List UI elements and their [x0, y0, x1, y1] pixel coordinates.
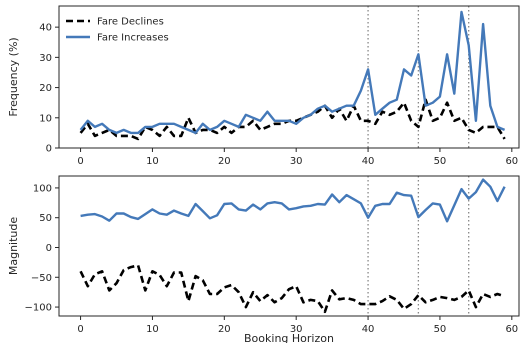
panel-top: 0 10 20 30 40 50 60 0 10 20 30 40 Frequency (%) Fare …: [7, 5, 520, 167]
x-tick-label: 60: [505, 156, 518, 167]
y-tick-label: 100: [33, 183, 52, 194]
x-tick-label: 30: [290, 156, 303, 167]
x-tick-label: 40: [362, 156, 375, 167]
y-tick-label: 30: [39, 53, 52, 64]
x-tick-label: 40: [362, 324, 375, 335]
y-tick-label: −100: [25, 303, 52, 314]
y-axis-label: Frequency (%): [7, 37, 20, 116]
x-tick-label: 50: [434, 324, 447, 335]
legend-label: Fare Declines: [97, 17, 164, 28]
y-axis-label: Magnitude: [7, 217, 20, 276]
series-line-fare-declines: [79, 98, 506, 141]
x-tick-label: 0: [77, 156, 83, 167]
x-tick-label: 30: [290, 324, 303, 335]
y-tick-label: 50: [39, 213, 52, 224]
y-tick-label: 10: [39, 113, 52, 124]
series-line-black-dashed: [79, 264, 505, 314]
y-tick-label: −50: [31, 273, 52, 284]
x-tick-label: 10: [146, 324, 159, 335]
x-tick-label: 0: [77, 324, 83, 335]
series-line-fare-increases: [79, 10, 506, 135]
x-tick-label: 20: [218, 324, 231, 335]
y-tick-label: 40: [39, 23, 52, 34]
y-tick-label: 0: [46, 243, 52, 254]
plot-frame: [58, 175, 520, 317]
legend-label: Fare Increases: [97, 33, 169, 44]
x-tick-label: 50: [434, 156, 447, 167]
x-tick-label: 20: [218, 156, 231, 167]
x-axis-label: Booking Horizon: [244, 332, 334, 343]
y-tick-label: 20: [39, 83, 52, 94]
x-tick-label: 60: [505, 324, 518, 335]
plot-frame: [58, 5, 520, 149]
panel-bottom: 0 10 20 30 40 50 60 −100 −50 0 50 100 Magnitude Booki…: [7, 175, 520, 343]
y-tick-label: 0: [46, 144, 52, 155]
x-tick-label: 10: [146, 156, 159, 167]
legend: Fare Declines Fare Increases: [66, 17, 169, 44]
series-line-blue-solid: [80, 178, 506, 223]
